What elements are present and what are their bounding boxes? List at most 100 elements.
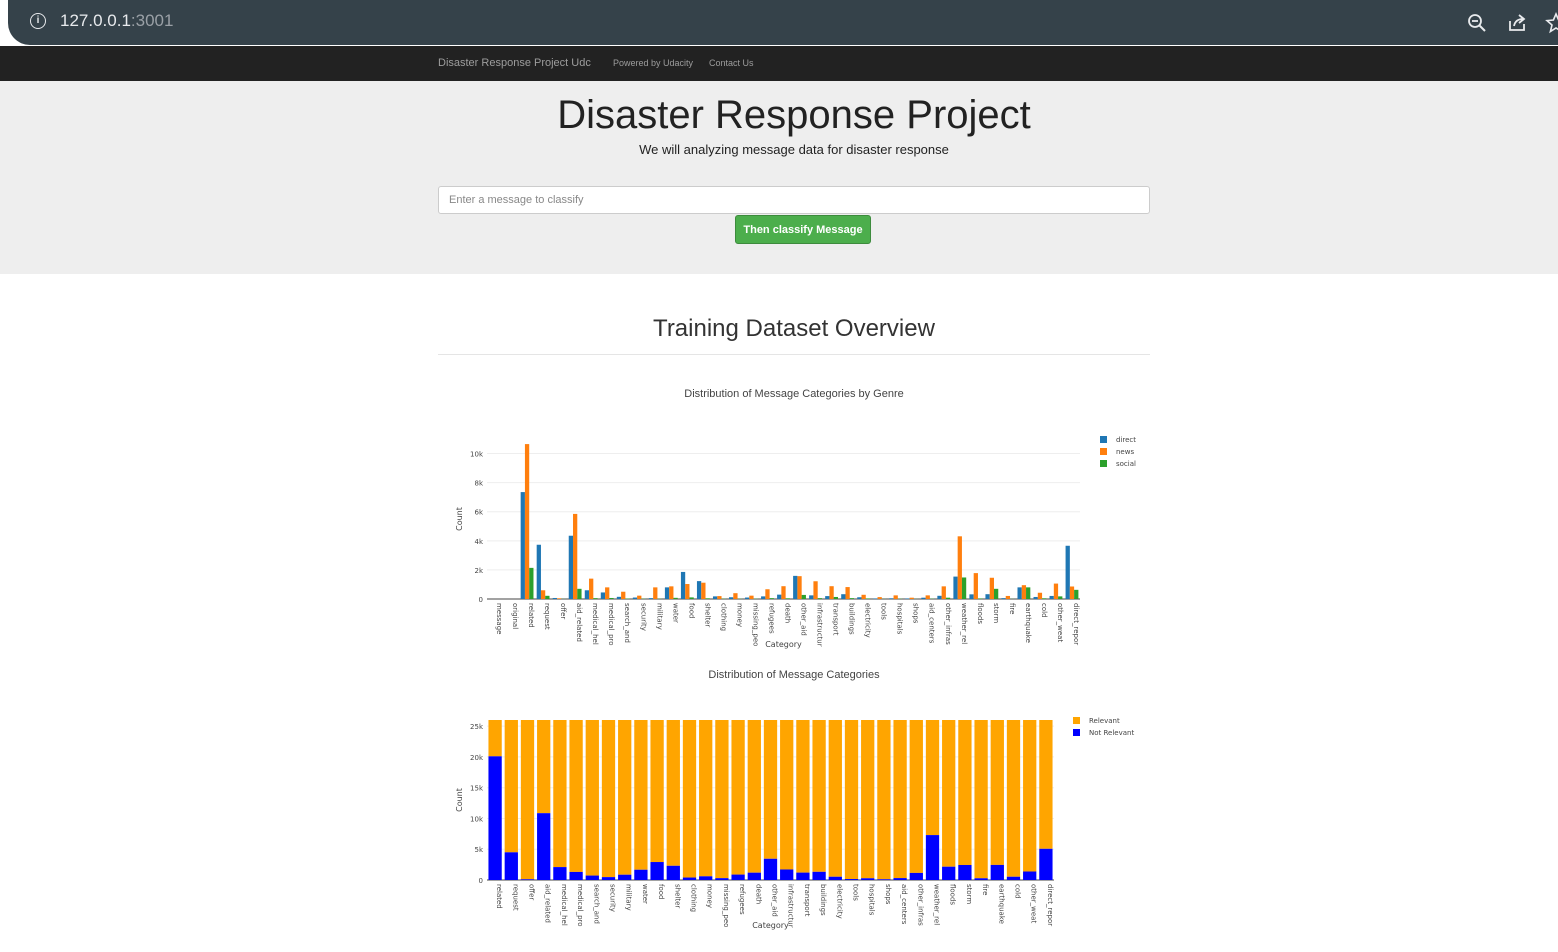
share-icon[interactable]	[1506, 12, 1528, 34]
chart2-bar-relevant	[520, 720, 535, 880]
chart2-bar-not-relevant	[958, 864, 972, 880]
chart2-bar-relevant	[942, 720, 956, 867]
chart1-xtick-label: request	[543, 603, 551, 630]
chart2-bar-relevant	[1023, 720, 1037, 872]
chart1-bar-direct	[1001, 598, 1006, 599]
chart2-xtick-label: other_weat	[1030, 884, 1038, 923]
chart1-bar-direct	[600, 592, 606, 599]
chart2-bar-not-relevant	[909, 872, 923, 880]
chart1-bar-direct	[584, 590, 590, 599]
star-icon[interactable]	[1545, 12, 1558, 34]
chart1-bar-social	[961, 577, 967, 599]
chart1-bar-direct	[857, 597, 862, 599]
chart1-xtick-label: water	[671, 603, 679, 623]
chart2-bar-relevant	[537, 720, 551, 814]
chart1-xtick-label: missing_peo	[751, 603, 759, 646]
chart1-legend-swatch-direct	[1100, 436, 1107, 443]
chart2-bar-not-relevant	[666, 865, 680, 880]
chart1-xlabel: Category	[765, 640, 802, 649]
chart2-bar-not-relevant	[585, 875, 599, 880]
chart1-bar-news	[621, 591, 626, 599]
chart1-xtick-label: weather_rel	[960, 603, 968, 644]
chart1-xtick-label: military	[655, 603, 663, 630]
chart2-bar-not-relevant	[780, 869, 794, 880]
chart1-ytick-label: 4k	[474, 538, 483, 546]
chart1-bar-direct	[632, 597, 638, 599]
chart1-ytick-label: 0	[479, 596, 483, 604]
chart1-legend-swatch-news	[1100, 448, 1107, 455]
chart1-xtick-label: fire	[1008, 603, 1016, 614]
chart1-bar-social	[801, 594, 806, 599]
chart2-bar-not-relevant	[763, 858, 778, 880]
chart1-xtick-label: aid_related	[575, 603, 583, 642]
chart2-bar-relevant	[990, 720, 1004, 865]
chart1-bar-social	[1058, 596, 1063, 599]
chart1-xtick-label: shelter	[703, 603, 711, 627]
address-bar[interactable]: i 127.0.0.1:3001	[8, 0, 1558, 45]
section-title: Training Dataset Overview	[653, 315, 935, 342]
chart2-bar-relevant	[715, 720, 729, 879]
zoom-icon[interactable]	[1466, 12, 1488, 34]
chart1-bar-news	[845, 587, 850, 599]
chart1-xtick-label: shops	[912, 603, 920, 624]
info-icon[interactable]: i	[30, 13, 46, 29]
chart2-bar-relevant	[650, 720, 664, 863]
chart1-legend-swatch-social	[1100, 460, 1107, 467]
chart2-bar-not-relevant	[682, 877, 697, 880]
classify-button[interactable]: Then classify Message	[735, 215, 871, 244]
chart1-bar-news	[973, 573, 978, 599]
chart2-bar-relevant	[796, 720, 810, 873]
navbar-brand[interactable]: Disaster Response Project Udc	[438, 57, 591, 69]
chart1-bar-social	[993, 588, 999, 599]
chart2-bar-relevant	[553, 720, 567, 868]
chart1-bar-news	[733, 593, 738, 599]
chart2-bar-relevant	[731, 720, 745, 875]
chart2-xtick-label: military	[625, 884, 633, 911]
chart1-bar-direct	[536, 544, 541, 599]
chart1-bar-news	[637, 595, 642, 599]
chart2-bar-not-relevant	[828, 876, 842, 880]
chart2-xtick-label: other_aid	[771, 884, 779, 917]
address-url[interactable]: 127.0.0.1:3001	[60, 11, 173, 31]
page-subtitle: We will analyzing message data for disas…	[639, 142, 949, 157]
message-input[interactable]	[438, 186, 1150, 214]
chart1-bar-direct	[1065, 545, 1070, 599]
chart2-xtick-label: hospitals	[868, 884, 876, 916]
chart1-bar-news	[781, 586, 786, 599]
chart2-xtick-label: death	[754, 884, 762, 904]
chart2-legend-label: Relevant	[1089, 717, 1120, 725]
chart1-xtick-label: aid_centers	[928, 603, 936, 644]
chart1-xtick-label: direct_repor	[1072, 603, 1080, 645]
chart2-xtick-label: offer	[528, 884, 536, 900]
chart2-bar-relevant	[618, 720, 632, 875]
chart2-xtick-label: missing_peo	[722, 884, 730, 927]
chart1-bar-direct	[1049, 595, 1054, 599]
chart2-xtick-label: security	[609, 884, 617, 912]
chart1-xtick-label: cold	[1040, 603, 1048, 618]
chart1-bar-direct	[745, 597, 750, 599]
chart1-bar-direct	[552, 597, 557, 599]
chart2-xtick-label: electricity	[835, 884, 843, 919]
chart1-bar-direct	[1017, 587, 1022, 599]
chart1-xtick-label: medical_hel	[591, 603, 599, 645]
chart1-bar-direct	[568, 535, 574, 599]
chart1-ytick-label: 6k	[474, 509, 483, 517]
chart1-bar-news	[717, 596, 722, 599]
chart1-bar-direct	[793, 575, 798, 599]
chart2-bar-not-relevant	[844, 879, 859, 880]
chart2-bar-relevant	[861, 720, 875, 879]
chart1-bar-direct	[985, 594, 990, 599]
nav-link-contact[interactable]: Contact Us	[709, 58, 754, 68]
chart1-xtick-label: earthquake	[1024, 603, 1032, 643]
chart2-ytick-label: 5k	[474, 846, 483, 854]
chart1-ytick-label: 8k	[474, 480, 483, 488]
chart2-legend-label: Not Relevant	[1089, 729, 1134, 737]
chart1-title: Distribution of Message Categories by Ge…	[684, 388, 904, 400]
chart1-xtick-label: message	[495, 603, 503, 634]
chart2-bar-not-relevant	[1006, 876, 1021, 880]
chart2-xtick-label: direct_repor	[1046, 884, 1054, 926]
chart1-bar-news	[1069, 586, 1075, 599]
chart1-xtick-label: search_and	[623, 603, 631, 643]
nav-link-udacity[interactable]: Powered by Udacity	[613, 58, 694, 68]
chart2-legend-swatch-not-relevant	[1073, 729, 1080, 736]
